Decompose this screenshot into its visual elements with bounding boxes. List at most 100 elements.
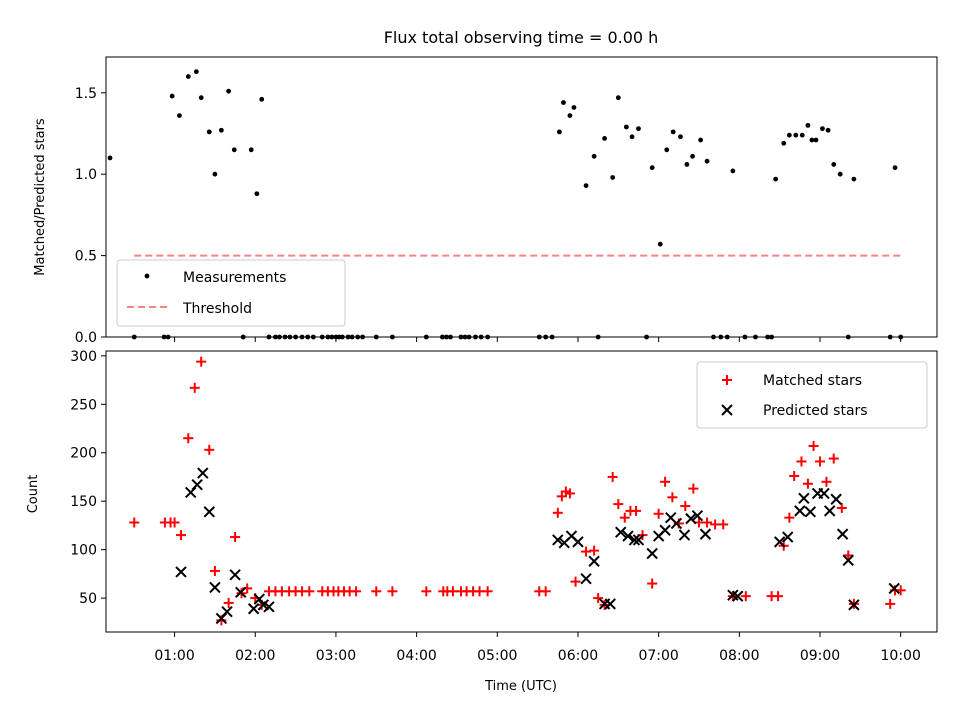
matched-star-point — [169, 517, 180, 528]
matched-star-point — [680, 501, 691, 512]
predicted-star-point — [685, 512, 697, 525]
matched-star-point — [619, 512, 630, 523]
predicted-star-point — [229, 569, 241, 581]
measurement-point — [892, 165, 898, 171]
predicted-star-point — [848, 599, 860, 611]
predicted-star-point — [552, 534, 564, 546]
matched-star-point — [702, 517, 713, 528]
measurement-point — [805, 122, 811, 128]
predicted-star-point — [818, 487, 830, 500]
ratio-panel: 0.0 0.5 1.0 1.5 Matched/Predicted stars Mea… — [33, 56, 938, 346]
ratio-legend: Measurements Threshold — [116, 259, 346, 327]
predicted-star-point — [794, 505, 806, 517]
predicted-star-point — [646, 547, 658, 560]
measurement-point — [837, 171, 843, 177]
measurement-point — [561, 100, 566, 105]
measurement-point — [704, 158, 710, 164]
predicted-star-point — [615, 526, 627, 538]
x-tick-label: 07:00 — [638, 648, 678, 664]
measurement-point — [623, 124, 629, 130]
matched-star-point — [230, 532, 241, 543]
count-series-layer — [129, 356, 906, 626]
plot-frame — [105, 56, 938, 338]
predicted-star-point — [670, 517, 683, 530]
y-tick-label: 50 — [79, 591, 97, 607]
matched-star-point — [589, 545, 600, 556]
predicted-star-point — [659, 524, 671, 536]
matched-star-point — [688, 483, 699, 494]
matched-star-point — [631, 505, 642, 516]
y-tick-label: 1.0 — [75, 167, 97, 183]
measurement-point — [781, 140, 787, 146]
matched-star-point — [647, 578, 658, 589]
predicted-star-point — [823, 505, 836, 517]
matched-star-point — [204, 444, 215, 455]
predicted-star-point — [628, 534, 641, 546]
x-tick-label: 09:00 — [800, 648, 840, 664]
measurement-point — [583, 183, 589, 189]
measurement-point — [793, 132, 799, 138]
matched-star-point — [176, 530, 187, 541]
measurement-point — [773, 176, 779, 182]
matched-star-point — [828, 453, 839, 464]
predicted-star-point — [773, 536, 786, 548]
measurement-point — [218, 127, 224, 133]
measurement-point — [657, 241, 663, 247]
predicted-star-point — [221, 605, 233, 618]
measurement-point — [730, 168, 736, 174]
predicted-star-point — [836, 528, 849, 540]
measurement-point — [169, 93, 175, 99]
predicted-star-point — [588, 555, 600, 567]
y-tick-label: 1.5 — [75, 86, 97, 102]
x-tick-label: 10:00 — [881, 648, 921, 664]
matched-star-point — [821, 476, 832, 487]
measurement-point — [231, 147, 237, 153]
matched-star-point — [773, 591, 784, 602]
measurement-point — [809, 137, 815, 143]
measurement-point — [831, 162, 837, 167]
measurement-point — [670, 129, 676, 135]
predicted-star-point — [691, 510, 704, 522]
count-y-axis-label: Count — [26, 475, 41, 514]
y-tick-label: 300 — [70, 349, 97, 365]
measurement-point — [185, 74, 191, 79]
measurement-point — [636, 126, 641, 132]
measurement-point — [177, 113, 182, 119]
measurement-point — [557, 129, 562, 135]
matched-star-point — [371, 586, 382, 597]
matched-star-point — [540, 586, 551, 597]
ratio-axes: 0.0 0.5 1.0 1.5 — [75, 56, 938, 346]
measurement-point — [664, 147, 670, 153]
legend-predicted-marker — [721, 404, 733, 416]
x-tick-label: 08:00 — [719, 648, 759, 664]
x-tick-label: 02:00 — [235, 648, 275, 664]
matched-star-point — [351, 586, 362, 597]
count-x-axis-label: Time (UTC) — [484, 679, 557, 694]
matched-star-point — [784, 512, 795, 523]
matched-star-point — [740, 591, 751, 602]
matched-star-point — [564, 488, 575, 499]
predicted-star-point — [235, 586, 247, 598]
predicted-star-point — [263, 601, 275, 613]
ratio-y-axis-label: Matched/Predicted stars — [33, 118, 48, 276]
predicted-star-point — [247, 603, 260, 615]
measurement-point — [226, 88, 232, 94]
predicted-star-point — [191, 479, 203, 491]
predicted-star-point — [782, 531, 794, 543]
matched-star-point — [796, 456, 807, 467]
matched-star-point — [607, 471, 618, 482]
measurement-point — [698, 137, 704, 143]
measurement-point — [254, 191, 260, 197]
matched-star-point — [718, 519, 729, 530]
predicted-star-point — [678, 529, 691, 541]
x-tick-label: 05:00 — [477, 648, 517, 664]
matched-star-point — [808, 440, 819, 451]
matched-star-point — [593, 593, 604, 604]
matched-star-point — [216, 615, 227, 626]
measurement-point — [248, 147, 254, 153]
predicted-star-point — [632, 534, 645, 546]
ratio-series-layer — [107, 69, 904, 340]
measurement-point — [193, 69, 199, 75]
matched-star-point — [196, 356, 207, 367]
matched-star-point — [189, 382, 200, 393]
